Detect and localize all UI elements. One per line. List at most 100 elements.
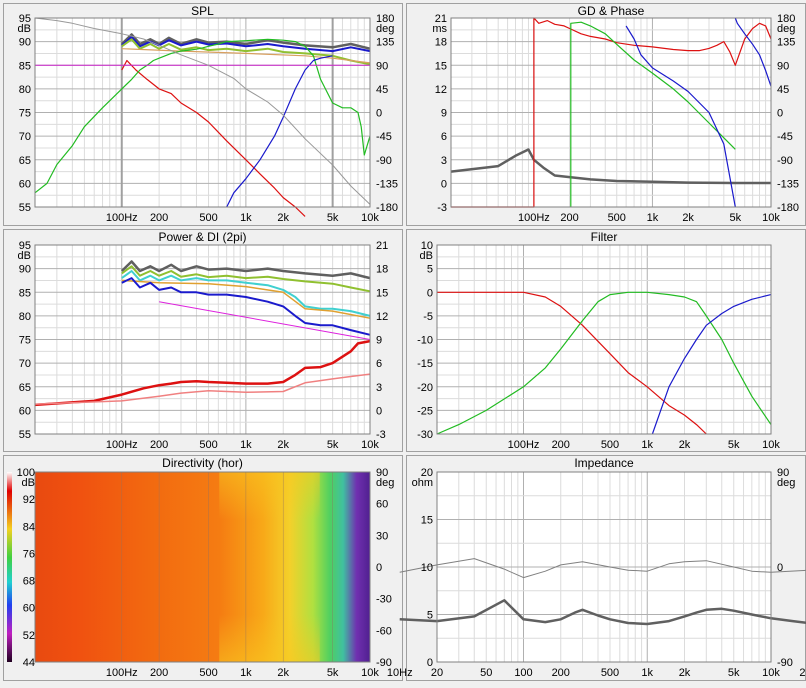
directivity-x-tick-label: 100Hz [106, 667, 138, 679]
spl-y2-tick-label: 90 [376, 60, 388, 72]
spl-y-tick-label: 80 [19, 84, 31, 96]
power_di-x-tick-label: 10k [361, 439, 379, 451]
impedance-series-1 [399, 558, 806, 579]
spl-y2-tick-label: -180 [376, 202, 398, 214]
power_di-series-2 [121, 270, 371, 317]
gd_phase-y2-tick-label: 180 [777, 13, 795, 25]
gd_phase-y2-tick-label: 45 [777, 84, 789, 96]
impedance-y2-tick-label: 90 [777, 467, 789, 479]
spl-x-tick-label: 200 [150, 212, 168, 224]
directivity-x-tick-label: 10k [361, 667, 379, 679]
impedance-x-tick-label: 50 [480, 667, 492, 679]
impedance-x-tick-label: 10k [762, 667, 780, 679]
filter-y-tick-label: -25 [417, 405, 433, 417]
colorbar-tick-label: 76 [23, 548, 35, 560]
power_di-y2-tick-label: 6 [376, 358, 382, 370]
spl-y-tick-label: 55 [19, 202, 31, 214]
impedance-x-tick-label: 100 [514, 667, 532, 679]
spl-x-tick-label: 10k [361, 212, 379, 224]
directivity-heatmap-overlay [219, 472, 320, 662]
colorbar-tick-label: 60 [23, 603, 35, 615]
power_di-y2-tick-label: 15 [376, 287, 388, 299]
gd_phase-y-tick-label: 18 [435, 37, 447, 49]
impedance-y2-unit-label: deg [777, 477, 795, 489]
filter-y-tick-label: -30 [417, 429, 433, 441]
impedance-x-tick-label: 20 [431, 667, 443, 679]
gd_phase-y-tick-label: 9 [441, 108, 447, 120]
spl-y-tick-label: 75 [19, 108, 31, 120]
colorbar-tick-label: 52 [23, 630, 35, 642]
spl-title: SPL [191, 4, 214, 18]
impedance-x-tick-label: 10Hz [387, 667, 413, 679]
power_di-y-unit-label: dB [18, 250, 31, 262]
directivity-title: Directivity (hor) [162, 456, 243, 470]
gd_phase-y2-tick-label: 0 [777, 108, 783, 120]
spl-y-tick-label: 60 [19, 178, 31, 190]
power_di-series-1 [121, 265, 371, 293]
filter-title: Filter [591, 230, 618, 244]
spl-y2-tick-label: 135 [376, 37, 394, 49]
filter-y-tick-label: -5 [423, 311, 433, 323]
gd_phase-x-tick-label: 10k [762, 212, 780, 224]
directivity-y2-tick-label: -90 [376, 657, 392, 669]
directivity-x-tick-label: 1k [240, 667, 252, 679]
power_di-series-5 [159, 301, 371, 340]
power_di-x-tick-label: 200 [150, 439, 168, 451]
spl-x-tick-label: 100Hz [106, 212, 138, 224]
directivity-panel: Directivity (hor) 100 92 84 76 68 60 52 44 dB 100H… [3, 455, 403, 681]
gd_phase-y2-tick-label: -135 [777, 178, 799, 190]
filter-y-tick-label: 5 [427, 264, 433, 276]
gd_phase-series-1 [451, 17, 772, 208]
gd_phase-x-tick-label: 100Hz [518, 212, 550, 224]
colorbar-unit-label: dB [22, 477, 35, 489]
impedance-y-unit-label: ohm [412, 477, 433, 489]
power_di-series-7 [34, 373, 371, 405]
gd_phase-y-tick-label: 15 [435, 60, 447, 72]
power_di-series-3 [121, 279, 371, 319]
spl-plot-border [34, 17, 371, 208]
power_di-y-tick-label: 90 [19, 264, 31, 276]
filter-series-2 [651, 294, 772, 435]
gd_phase-y2-tick-label: 135 [777, 37, 795, 49]
colorbar-tick-label: 84 [23, 521, 35, 533]
impedance-y-tick-label: 10 [421, 562, 433, 574]
directivity-plot-border [34, 471, 371, 663]
spl-y2-tick-label: 0 [376, 108, 382, 120]
impedance-x-tick-label: 1k [641, 667, 653, 679]
spl-y2-tick-label: -135 [376, 178, 398, 190]
spl-x-tick-label: 500 [199, 212, 217, 224]
power_di-y2-tick-label: 9 [376, 335, 382, 347]
spl-series-6 [226, 55, 333, 208]
filter-y-tick-label: 10 [421, 240, 433, 252]
gd_phase-y-tick-label: -3 [437, 202, 447, 214]
filter-y-unit-label: dB [420, 250, 433, 262]
gd_phase-y-tick-label: 0 [441, 178, 447, 190]
filter-x-tick-label: 100Hz [508, 439, 540, 451]
power_di-y-tick-label: 95 [19, 240, 31, 252]
filter-x-tick-label: 2k [679, 439, 691, 451]
power_di-title: Power & DI (2pi) [158, 230, 246, 244]
power_di-x-tick-label: 5k [327, 439, 339, 451]
impedance-x-tick-label: 20k [799, 667, 806, 679]
directivity-y2-tick-label: -60 [376, 625, 392, 637]
power_di-x-tick-label: 100Hz [106, 439, 138, 451]
colorbar-tick-label: 92 [23, 494, 35, 506]
power_di-series-6 [34, 339, 371, 407]
directivity-x-tick-label: 200 [150, 667, 168, 679]
filter-x-tick-label: 10k [762, 439, 780, 451]
gd_phase-series-3 [625, 25, 736, 208]
filter-x-tick-label: 200 [552, 439, 570, 451]
power_di-y-tick-label: 80 [19, 311, 31, 323]
gd_phase-y2-tick-label: -90 [777, 155, 793, 167]
power_di-y2-tick-label: 0 [376, 405, 382, 417]
directivity-x-tick-label: 500 [199, 667, 217, 679]
power_di-y2-tick-label: 21 [376, 240, 388, 252]
impedance-y-tick-label: 20 [421, 467, 433, 479]
spl-x-tick-label: 5k [327, 212, 339, 224]
spl-y-unit-label: dB [18, 23, 31, 35]
power_di-y2-tick-label: 18 [376, 264, 388, 276]
directivity-x-tick-label: 5k [327, 667, 339, 679]
spl-y-tick-label: 85 [19, 60, 31, 72]
filter-x-tick-label: 5k [728, 439, 740, 451]
